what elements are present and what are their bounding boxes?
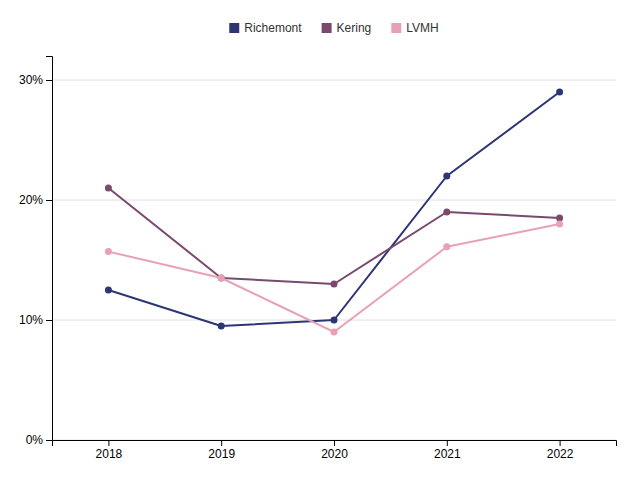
- x-tick: 2020: [321, 440, 348, 461]
- tick-mark: [46, 200, 52, 201]
- y-tick-label: 20%: [19, 193, 43, 207]
- x-tick-label: 2019: [208, 447, 235, 461]
- point: [218, 275, 225, 282]
- x-tick: 2021: [434, 440, 461, 461]
- y-axis: 0% 10% 20% 30%: [19, 57, 53, 448]
- point: [556, 89, 563, 96]
- line: [108, 92, 559, 326]
- legend-item: Richemont: [229, 21, 302, 35]
- grid-line: [52, 200, 616, 201]
- tick-mark: [46, 80, 52, 81]
- x-axis: 2018 2019 2020 2021 2022: [53, 440, 617, 461]
- legend-label: LVMH: [406, 21, 438, 35]
- y-tick-label: 10%: [19, 313, 43, 327]
- axis-line: [53, 441, 617, 447]
- series: [105, 185, 563, 288]
- x-tick: 2022: [547, 440, 574, 461]
- series-group: [105, 89, 563, 336]
- point: [105, 287, 112, 294]
- legend-label: Richemont: [244, 21, 302, 35]
- y-tick: 20%: [19, 193, 52, 207]
- point: [443, 173, 450, 180]
- x-tick-label: 2018: [96, 447, 123, 461]
- y-tick: 0%: [26, 433, 52, 447]
- series: [105, 221, 563, 336]
- tick-mark: [108, 440, 109, 446]
- point: [443, 243, 450, 250]
- y-tick-label: 30%: [19, 73, 43, 87]
- legend-swatch: [229, 23, 239, 33]
- point: [556, 221, 563, 228]
- series: [105, 89, 563, 330]
- legend: Richemont Kering LVMH: [229, 21, 439, 35]
- x-tick: 2018: [96, 440, 123, 461]
- x-tick: 2019: [208, 440, 235, 461]
- tick-mark: [46, 440, 52, 441]
- x-tick-label: 2021: [434, 447, 461, 461]
- grid-line: [52, 80, 616, 81]
- point: [331, 317, 338, 324]
- tick-mark: [447, 440, 448, 446]
- grid: [52, 80, 616, 440]
- tick-mark: [46, 320, 52, 321]
- legend-swatch: [322, 23, 332, 33]
- point: [331, 329, 338, 336]
- x-tick-label: 2020: [321, 447, 348, 461]
- y-tick: 10%: [19, 313, 52, 327]
- legend-item: LVMH: [391, 21, 438, 35]
- tick-mark: [560, 440, 561, 446]
- y-tick-label: 0%: [26, 433, 44, 447]
- point: [331, 281, 338, 288]
- point: [556, 215, 563, 222]
- point: [218, 323, 225, 330]
- legend-label: Kering: [337, 21, 372, 35]
- axis-line: [46, 57, 53, 441]
- point: [105, 185, 112, 192]
- point: [443, 209, 450, 216]
- point: [105, 248, 112, 255]
- legend-item: Kering: [322, 21, 372, 35]
- tick-mark: [334, 440, 335, 446]
- plot-area: 2018 2019 2020 2021 2022 0% 10% 20% 30%: [19, 57, 617, 461]
- chart: 2018 2019 2020 2021 2022 0% 10% 20% 30% Richemont…: [0, 0, 640, 480]
- legend-swatch: [391, 23, 401, 33]
- line: [108, 188, 559, 284]
- x-tick-label: 2022: [547, 447, 574, 461]
- line: [108, 224, 559, 332]
- tick-mark: [221, 440, 222, 446]
- point: [218, 275, 225, 282]
- y-tick: 30%: [19, 73, 52, 87]
